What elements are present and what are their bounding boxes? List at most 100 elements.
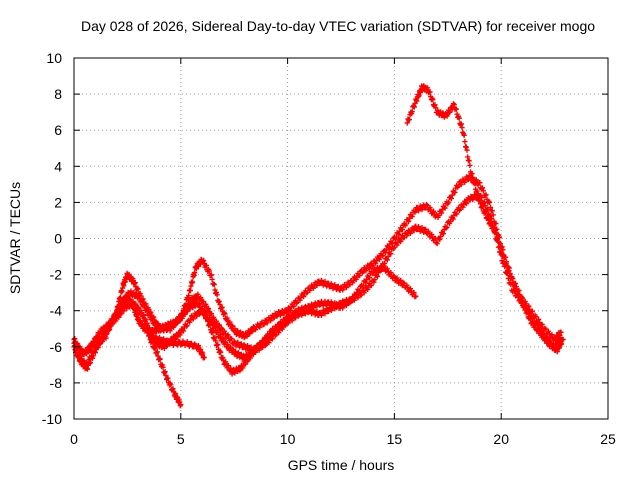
data-point <box>192 270 198 276</box>
data-point <box>493 221 499 227</box>
data-point <box>434 241 440 247</box>
data-point <box>108 323 114 329</box>
data-point <box>470 175 476 182</box>
data-point <box>161 345 168 351</box>
data-point <box>529 318 536 324</box>
data-point <box>350 295 357 301</box>
data-point <box>103 331 109 338</box>
data-point <box>539 332 546 339</box>
data-point <box>183 302 189 308</box>
data-point <box>149 316 155 322</box>
data-point <box>460 204 466 210</box>
data-point <box>220 354 226 361</box>
data-point <box>221 310 227 316</box>
data-point <box>446 199 452 205</box>
data-point <box>252 327 259 333</box>
data-point <box>92 349 98 356</box>
data-point <box>357 288 363 294</box>
data-point <box>121 308 127 314</box>
data-point <box>212 324 218 330</box>
data-point <box>543 326 549 332</box>
data-point <box>390 273 397 279</box>
data-point <box>477 197 483 203</box>
data-point <box>495 234 501 241</box>
data-point <box>533 314 539 320</box>
data-point <box>537 328 543 334</box>
data-point <box>100 336 106 342</box>
data-point <box>293 310 300 317</box>
data-point <box>276 330 282 336</box>
data-point <box>394 242 400 248</box>
data-point <box>430 209 436 215</box>
data-point <box>433 211 439 218</box>
data-point <box>487 219 494 225</box>
data-point <box>474 188 480 194</box>
data-point <box>199 306 205 312</box>
data-point <box>357 272 363 279</box>
data-point <box>487 220 493 226</box>
data-point <box>302 311 308 317</box>
y-tick-label: 4 <box>54 158 62 174</box>
data-point <box>501 255 507 261</box>
data-point <box>456 115 462 121</box>
data-point <box>219 304 225 310</box>
data-point <box>227 319 233 325</box>
data-point <box>391 244 397 250</box>
data-point <box>365 286 371 292</box>
data-point <box>343 303 349 309</box>
data-point <box>87 360 93 367</box>
data-point <box>450 101 457 107</box>
data-point <box>440 231 446 237</box>
data-point <box>160 364 166 370</box>
data-point <box>416 93 422 99</box>
data-point <box>384 257 390 263</box>
data-point <box>459 124 465 131</box>
data-point <box>228 344 234 350</box>
data-point <box>451 102 457 108</box>
data-point <box>285 309 291 315</box>
data-point <box>539 321 545 327</box>
data-point <box>401 234 407 241</box>
y-tick-label: 8 <box>54 86 62 102</box>
data-point <box>465 154 471 160</box>
data-point <box>114 311 120 317</box>
data-point <box>485 214 491 220</box>
data-point <box>84 366 91 372</box>
data-point <box>222 311 228 317</box>
data-point <box>382 264 388 270</box>
data-point <box>87 345 93 351</box>
data-point <box>524 309 531 315</box>
data-point <box>498 244 504 251</box>
data-point <box>285 318 291 325</box>
data-point <box>90 342 96 348</box>
data-point <box>187 317 194 323</box>
data-point <box>464 147 470 153</box>
data-point <box>386 245 392 251</box>
data-point <box>223 359 229 365</box>
data-point <box>267 335 273 341</box>
y-tick-label: 10 <box>46 50 62 66</box>
data-point <box>489 208 495 214</box>
data-point <box>376 268 382 274</box>
data-point <box>182 311 188 317</box>
data-point <box>135 286 141 292</box>
data-point <box>190 316 196 322</box>
data-point <box>512 284 518 290</box>
data-point <box>305 310 311 316</box>
data-point <box>382 249 389 256</box>
data-point <box>287 307 293 313</box>
data-point <box>250 351 257 357</box>
data-point <box>287 315 293 321</box>
data-point <box>224 333 230 339</box>
data-point <box>178 401 184 408</box>
data-point <box>411 290 417 296</box>
data-point <box>398 238 404 245</box>
data-point <box>549 332 555 338</box>
data-point <box>479 185 486 191</box>
data-point <box>535 316 542 322</box>
y-tick-label: 6 <box>54 122 62 138</box>
data-point <box>388 251 394 257</box>
data-point <box>216 322 222 328</box>
data-point <box>453 106 459 112</box>
